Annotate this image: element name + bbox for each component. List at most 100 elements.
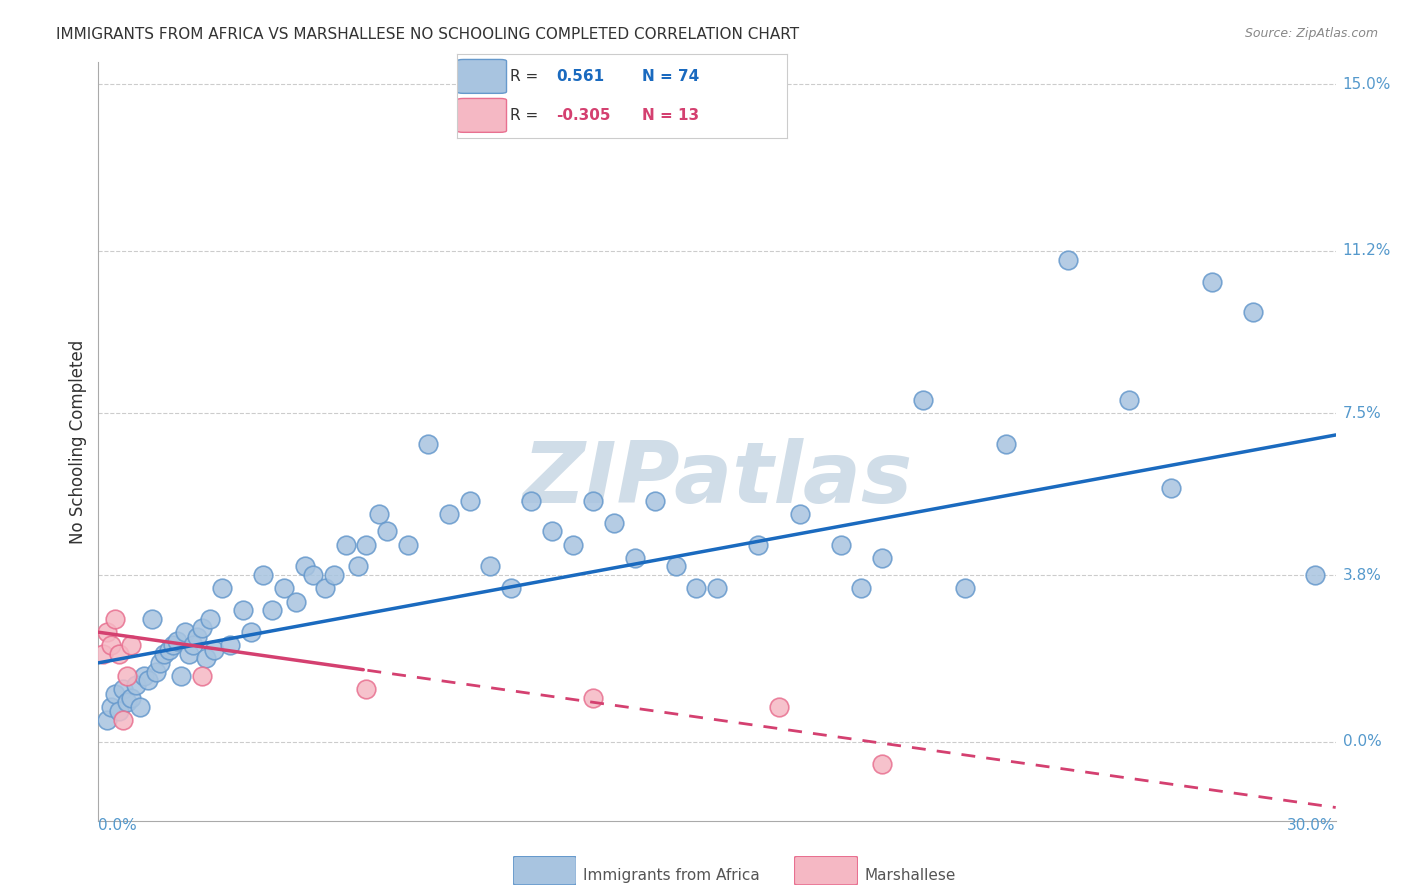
FancyBboxPatch shape (513, 856, 576, 885)
Text: 0.561: 0.561 (557, 69, 605, 84)
Text: 30.0%: 30.0% (1288, 819, 1336, 833)
Point (375, 524, 398, 539)
Point (561, 537, 583, 551)
Point (789, 507, 811, 521)
Point (437, 507, 460, 521)
Point (294, 559, 316, 574)
Text: N = 13: N = 13 (643, 108, 699, 123)
Point (335, 537, 357, 551)
Point (665, 559, 688, 574)
Point (174, 625, 197, 640)
Text: Source: ZipAtlas.com: Source: ZipAtlas.com (1244, 27, 1378, 40)
Point (479, 559, 502, 574)
Point (706, 582, 728, 596)
Point (356, 537, 378, 551)
Point (108, 704, 131, 718)
Point (953, 582, 976, 596)
FancyBboxPatch shape (457, 98, 506, 132)
Point (912, 392, 935, 407)
Point (367, 507, 389, 521)
Point (1160, 481, 1182, 495)
Point (186, 630, 208, 644)
Point (108, 647, 131, 661)
Text: -0.305: -0.305 (557, 108, 610, 123)
Point (202, 642, 225, 657)
Text: ZIPatlas: ZIPatlas (522, 438, 912, 521)
Text: 11.2%: 11.2% (1343, 244, 1391, 259)
Text: Marshallese: Marshallese (865, 869, 956, 883)
Point (198, 612, 221, 626)
Text: N = 74: N = 74 (643, 69, 699, 84)
Point (1056, 252, 1078, 267)
Point (190, 621, 212, 635)
Point (149, 656, 172, 670)
Point (418, 436, 440, 450)
Text: R =: R = (510, 108, 538, 123)
Text: IMMIGRANTS FROM AFRICA VS MARSHALLESE NO SCHOOLING COMPLETED CORRELATION CHART: IMMIGRANTS FROM AFRICA VS MARSHALLESE NO… (56, 27, 800, 42)
Point (96, 625, 118, 640)
Point (870, 550, 893, 565)
Point (623, 550, 645, 565)
Point (685, 582, 707, 596)
Point (1303, 568, 1326, 582)
Point (285, 594, 308, 608)
Point (314, 582, 336, 596)
Point (136, 673, 159, 688)
Point (851, 582, 873, 596)
Point (194, 651, 217, 665)
Text: 0.0%: 0.0% (98, 819, 138, 833)
Point (170, 669, 193, 683)
Point (153, 647, 176, 661)
Point (322, 568, 344, 582)
Text: 15.0%: 15.0% (1343, 77, 1391, 92)
Point (644, 493, 666, 508)
Point (541, 524, 564, 539)
Text: 0.0%: 0.0% (1343, 734, 1381, 749)
Point (162, 638, 184, 652)
Point (91, 647, 114, 661)
Point (117, 695, 139, 709)
Point (252, 568, 274, 582)
Point (96, 713, 118, 727)
Point (302, 568, 325, 582)
Point (260, 603, 283, 617)
Point (141, 612, 163, 626)
Point (582, 690, 605, 705)
Point (356, 682, 378, 697)
Point (240, 625, 263, 640)
Point (100, 699, 122, 714)
Point (112, 713, 135, 727)
Point (117, 669, 139, 683)
Point (112, 682, 135, 697)
Text: R =: R = (510, 69, 538, 84)
Point (520, 493, 543, 508)
Point (120, 690, 142, 705)
Point (347, 559, 370, 574)
Point (219, 638, 242, 652)
Point (499, 582, 522, 596)
Point (396, 537, 419, 551)
Text: 7.5%: 7.5% (1343, 406, 1381, 420)
Text: Immigrants from Africa: Immigrants from Africa (583, 869, 761, 883)
Point (830, 537, 852, 551)
Point (232, 603, 254, 617)
Point (100, 638, 122, 652)
Point (145, 665, 167, 679)
Point (1118, 392, 1140, 407)
Point (211, 582, 233, 596)
Point (994, 436, 1017, 450)
Point (603, 516, 626, 530)
Point (181, 638, 204, 652)
Point (458, 493, 481, 508)
Point (1201, 275, 1223, 289)
Point (124, 678, 146, 692)
Point (273, 582, 295, 596)
Point (1241, 305, 1264, 319)
Point (179, 647, 201, 661)
Point (747, 537, 769, 551)
Point (120, 638, 142, 652)
Point (768, 699, 790, 714)
Point (166, 634, 188, 648)
Text: 3.8%: 3.8% (1343, 567, 1382, 582)
Point (104, 687, 127, 701)
